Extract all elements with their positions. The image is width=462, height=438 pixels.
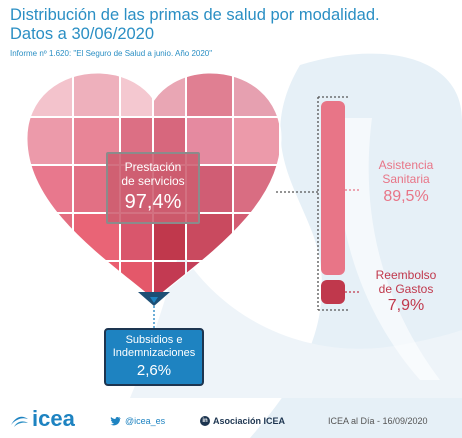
chart-title-line2: Datos a 30/06/2020 [10, 25, 155, 43]
heart-cell [27, 214, 72, 260]
icea-logo-text: icea [32, 406, 75, 431]
heart-cell [234, 72, 279, 116]
chart-title: Distribución de las primas de salud por … [10, 6, 380, 44]
heart-cell [187, 262, 232, 300]
bar-asistencia-sanitaria [321, 101, 345, 275]
subsidy-segment-light [150, 297, 158, 303]
asistencia-label-line1: Asistencia [378, 158, 434, 172]
prestacion-label-box: Prestación de servicios 97,4% [106, 152, 200, 224]
icea-logo-icon [11, 416, 28, 427]
subsidios-label-box: Subsidios e Indemnizaciones 2,6% [104, 328, 204, 386]
heart-cell [121, 72, 152, 116]
heart-cell [187, 72, 232, 116]
heart-cell [27, 262, 72, 300]
subsidios-value: 2,6% [136, 362, 172, 379]
subsidios-label-line2: Indemnizaciones [112, 347, 196, 359]
reembolso-label: Reembolso de Gastos [356, 268, 456, 296]
reembolso-value: 7,9% [387, 297, 425, 314]
asistencia-label-line2: Sanitaria [382, 172, 430, 186]
linkedin-icon: in [200, 416, 210, 426]
twitter-handle-text: @icea_es [125, 416, 166, 426]
heart-cell [74, 72, 119, 116]
heart-cell [234, 262, 279, 300]
heart-cell [154, 72, 185, 116]
twitter-handle[interactable]: @icea_es [110, 416, 165, 426]
heart-cell [234, 118, 279, 164]
heart-cell [234, 214, 279, 260]
prestacion-label-line2: de servicios [121, 174, 185, 188]
linkedin-account-text: Asociación ICEA [213, 416, 286, 426]
heart-outline [26, 72, 282, 301]
chart-title-line1: Distribución de las primas de salud por … [10, 6, 380, 24]
reembolso-label-line1: Reembolso [375, 268, 437, 282]
subsidios-label-line1: Subsidios e [125, 334, 183, 346]
bar-reembolso-gastos [321, 280, 345, 304]
asistencia-value: 89,5% [383, 188, 429, 205]
footer: icea @icea_es in Asociación ICEA ICEA al… [0, 398, 462, 438]
prestacion-label-line1: Prestación [124, 160, 182, 174]
twitter-icon [110, 417, 121, 426]
asistencia-label: Asistencia Sanitaria [356, 158, 456, 186]
icea-logo[interactable]: icea [8, 406, 75, 432]
chart-subtitle: Informe nº 1.620: "El Seguro de Salud a … [10, 49, 213, 58]
reembolso-label-line2: de Gastos [378, 282, 434, 296]
footer-credit: ICEA al Día - 16/09/2020 [328, 416, 428, 426]
prestacion-value: 97,4% [124, 191, 182, 213]
linkedin-account[interactable]: in Asociación ICEA [200, 416, 285, 426]
heart-cell [74, 262, 119, 300]
heart-cell [27, 118, 72, 164]
